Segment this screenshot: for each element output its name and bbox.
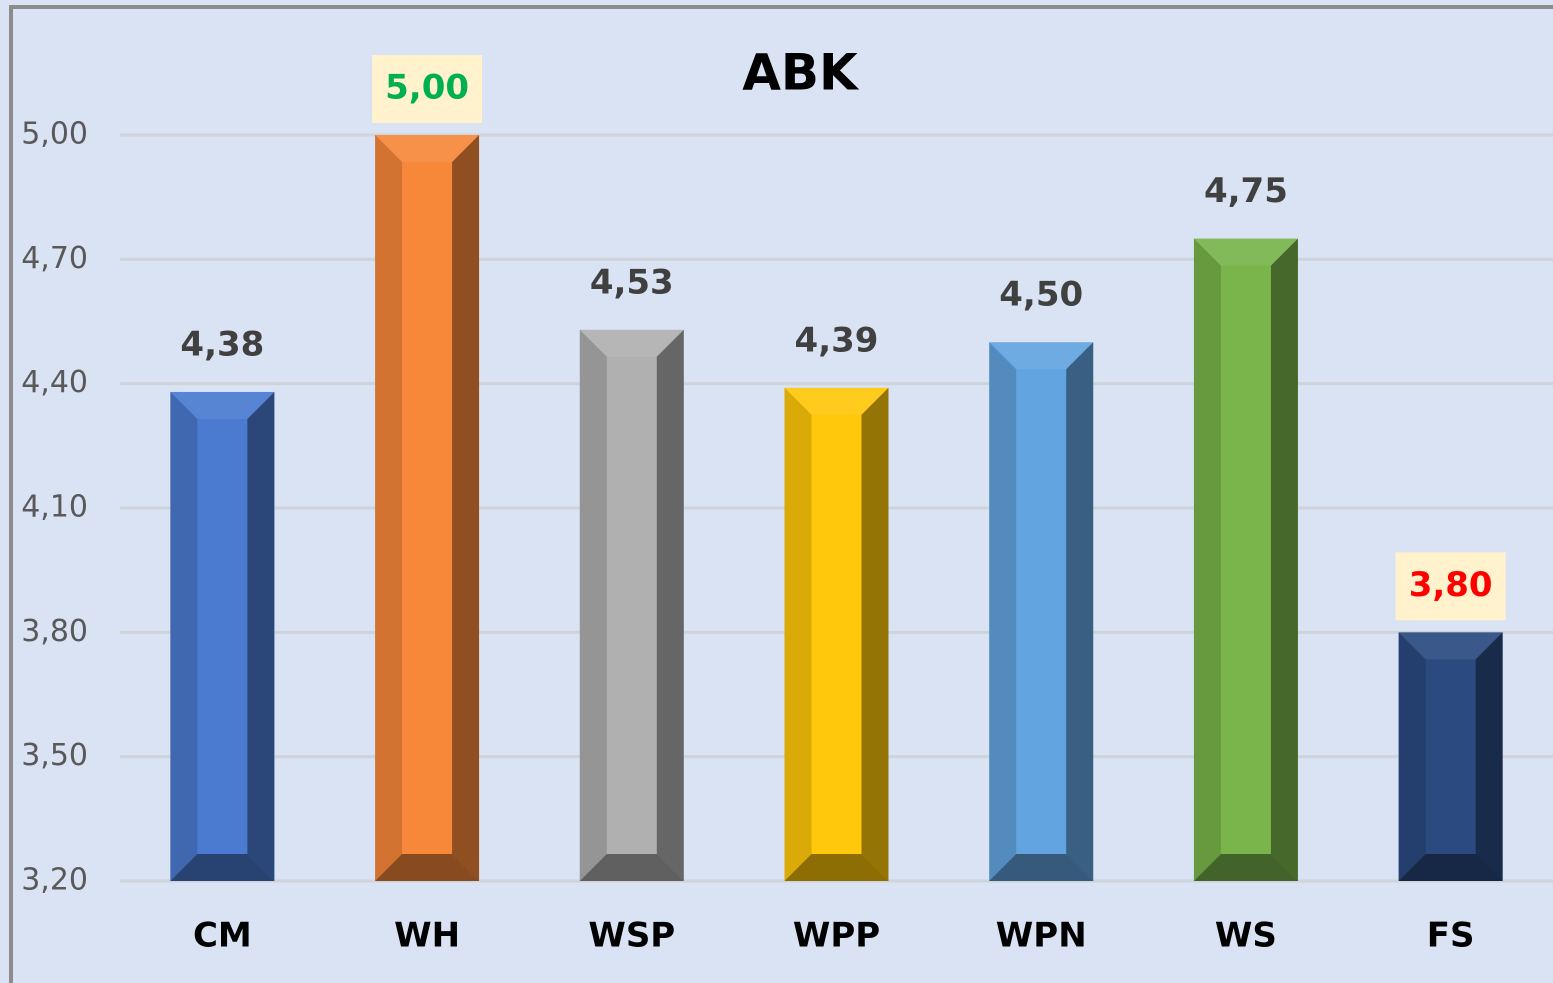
bar-bevel (452, 135, 480, 881)
x-tick-label: WPP (793, 916, 880, 956)
bar-bevel (1270, 238, 1298, 882)
bar-bevel (579, 854, 684, 881)
bar-bevel (989, 854, 1094, 881)
bar-bevel (1398, 632, 1426, 881)
value-label: 3,80 (1409, 565, 1493, 605)
bar-bevel (784, 387, 812, 881)
bar-bevel (1398, 632, 1503, 660)
bar-bevel (579, 329, 607, 881)
bar-bevel (1398, 854, 1503, 881)
x-tick-label: WS (1215, 916, 1277, 956)
y-tick-label: 3,80 (21, 614, 88, 649)
value-label-background (1395, 552, 1506, 621)
value-label: 4,53 (590, 262, 674, 302)
y-tick-label: 4,40 (21, 365, 88, 400)
value-label: 5,00 (385, 68, 469, 108)
frame (9, 5, 1553, 983)
value-label: 4,39 (795, 320, 879, 360)
bar (1398, 632, 1503, 881)
y-tick-label: 3,20 (21, 863, 88, 898)
y-tick-label: 5,00 (21, 117, 88, 152)
bar (170, 391, 275, 881)
bar (989, 342, 1094, 881)
bar (1193, 238, 1298, 882)
x-tick-label: WPN (996, 916, 1087, 956)
chart-title: ABK (742, 44, 860, 102)
x-tick-label: CM (193, 916, 252, 956)
bar-bevel (579, 329, 684, 357)
bar-bevel (1066, 342, 1094, 881)
y-tick-label: 3,50 (21, 738, 88, 773)
value-label: 4,75 (1204, 171, 1288, 211)
bar-bevel (247, 391, 275, 881)
y-tick-label: 4,10 (21, 490, 88, 525)
bar-bevel (1193, 238, 1221, 882)
bar-bevel (170, 391, 275, 419)
bar-bevel (170, 391, 198, 881)
bar-bevel (1193, 238, 1298, 266)
value-label: 4,38 (180, 324, 264, 364)
bar (784, 387, 889, 881)
bar-bevel (989, 342, 1017, 881)
bar-bevel (375, 854, 480, 881)
bar-bevel (1193, 854, 1298, 881)
bar (579, 329, 684, 881)
value-label-background (372, 55, 483, 123)
bar (375, 135, 480, 881)
bar-bevel (1475, 632, 1503, 881)
bar-bevel (375, 135, 480, 162)
bar-bevel (784, 854, 889, 881)
bar-bevel (861, 387, 889, 881)
bar-bevel (375, 135, 403, 881)
value-label: 4,50 (999, 275, 1083, 315)
bar-bevel (784, 387, 889, 415)
x-tick-label: WSP (588, 916, 675, 956)
bar-bevel (656, 329, 684, 881)
y-tick-label: 4,70 (21, 241, 88, 276)
x-tick-label: FS (1427, 916, 1475, 956)
x-tick-label: WH (394, 916, 460, 956)
bar-bevel (170, 854, 275, 881)
bar-bevel (989, 342, 1094, 370)
